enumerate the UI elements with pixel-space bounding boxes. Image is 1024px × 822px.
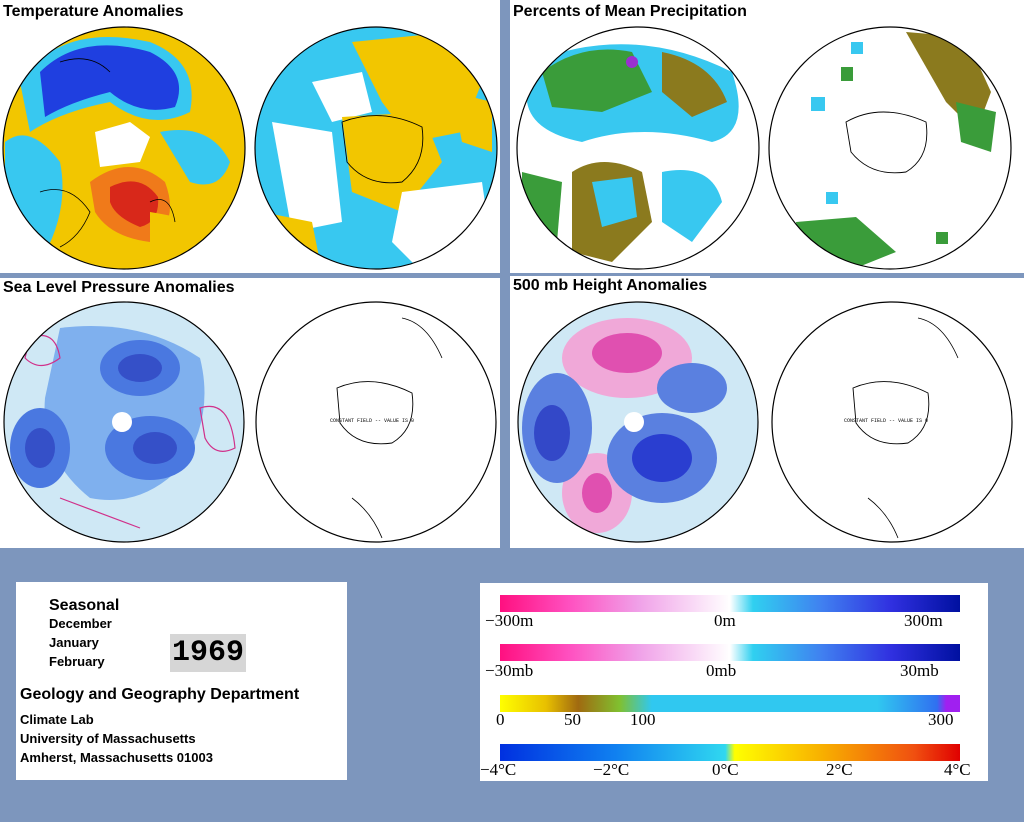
height500-map-sh xyxy=(771,301,1013,543)
precip-label-300: 300 xyxy=(928,710,954,729)
temp-label-plus4: 4°C xyxy=(944,760,971,779)
temp-label-minus4: −4°C xyxy=(480,760,517,779)
temperature-colorbar xyxy=(500,744,960,761)
address-line: Amherst, Massachusetts 01003 xyxy=(20,750,213,765)
height-colorbar xyxy=(500,595,960,612)
slp-constant-field-note: CONSTANT FIELD -- VALUE IS 0 xyxy=(330,418,415,424)
pressure-label-zero: 0mb xyxy=(706,661,737,680)
precip-label-0: 0 xyxy=(496,710,505,729)
precipitation-map-sh xyxy=(768,26,1012,270)
temperature-title: Temperature Anomalies xyxy=(0,2,187,22)
lab-name: Climate Lab xyxy=(20,712,94,727)
slp-title: Sea Level Pressure Anomalies xyxy=(0,278,238,298)
department-name: Geology and Geography Department xyxy=(20,686,300,703)
temp-label-minus2: −2°C xyxy=(593,760,630,779)
pressure-colorbar xyxy=(500,644,960,661)
precipitation-title: Percents of Mean Precipitation xyxy=(510,2,750,22)
slp-map-nh xyxy=(3,301,245,543)
season-label: Seasonal xyxy=(49,597,120,614)
legend-box: −300m 0m 300m −30mb 0mb 30mb 0 50 100 30… xyxy=(480,583,988,781)
year-display: 1969 xyxy=(170,634,246,672)
month-february: February xyxy=(49,654,105,669)
pressure-label-min: −30mb xyxy=(485,661,534,680)
height500-map-nh xyxy=(517,301,759,543)
pressure-label-max: 30mb xyxy=(900,661,939,680)
temp-label-plus2: 2°C xyxy=(826,760,853,779)
month-december: December xyxy=(49,616,112,631)
height500-title: 500 mb Height Anomalies xyxy=(510,276,711,296)
university-name: University of Massachusetts xyxy=(20,731,196,746)
precip-label-100: 100 xyxy=(630,710,656,729)
precipitation-map-nh xyxy=(516,26,760,270)
temperature-map-nh xyxy=(2,26,246,270)
slp-map-sh xyxy=(255,301,497,543)
height-label-max: 300m xyxy=(904,611,943,630)
month-january: January xyxy=(49,635,99,650)
height-label-zero: 0m xyxy=(714,611,736,630)
height-label-min: −300m xyxy=(485,611,534,630)
precip-label-50: 50 xyxy=(564,710,581,729)
temperature-map-sh xyxy=(254,26,498,270)
temp-label-zero: 0°C xyxy=(712,760,739,779)
precip-colorbar xyxy=(500,695,960,712)
info-box: Seasonal December January February 1969 … xyxy=(16,582,347,780)
height500-constant-field-note: CONSTANT FIELD -- VALUE IS 0 xyxy=(844,418,929,424)
